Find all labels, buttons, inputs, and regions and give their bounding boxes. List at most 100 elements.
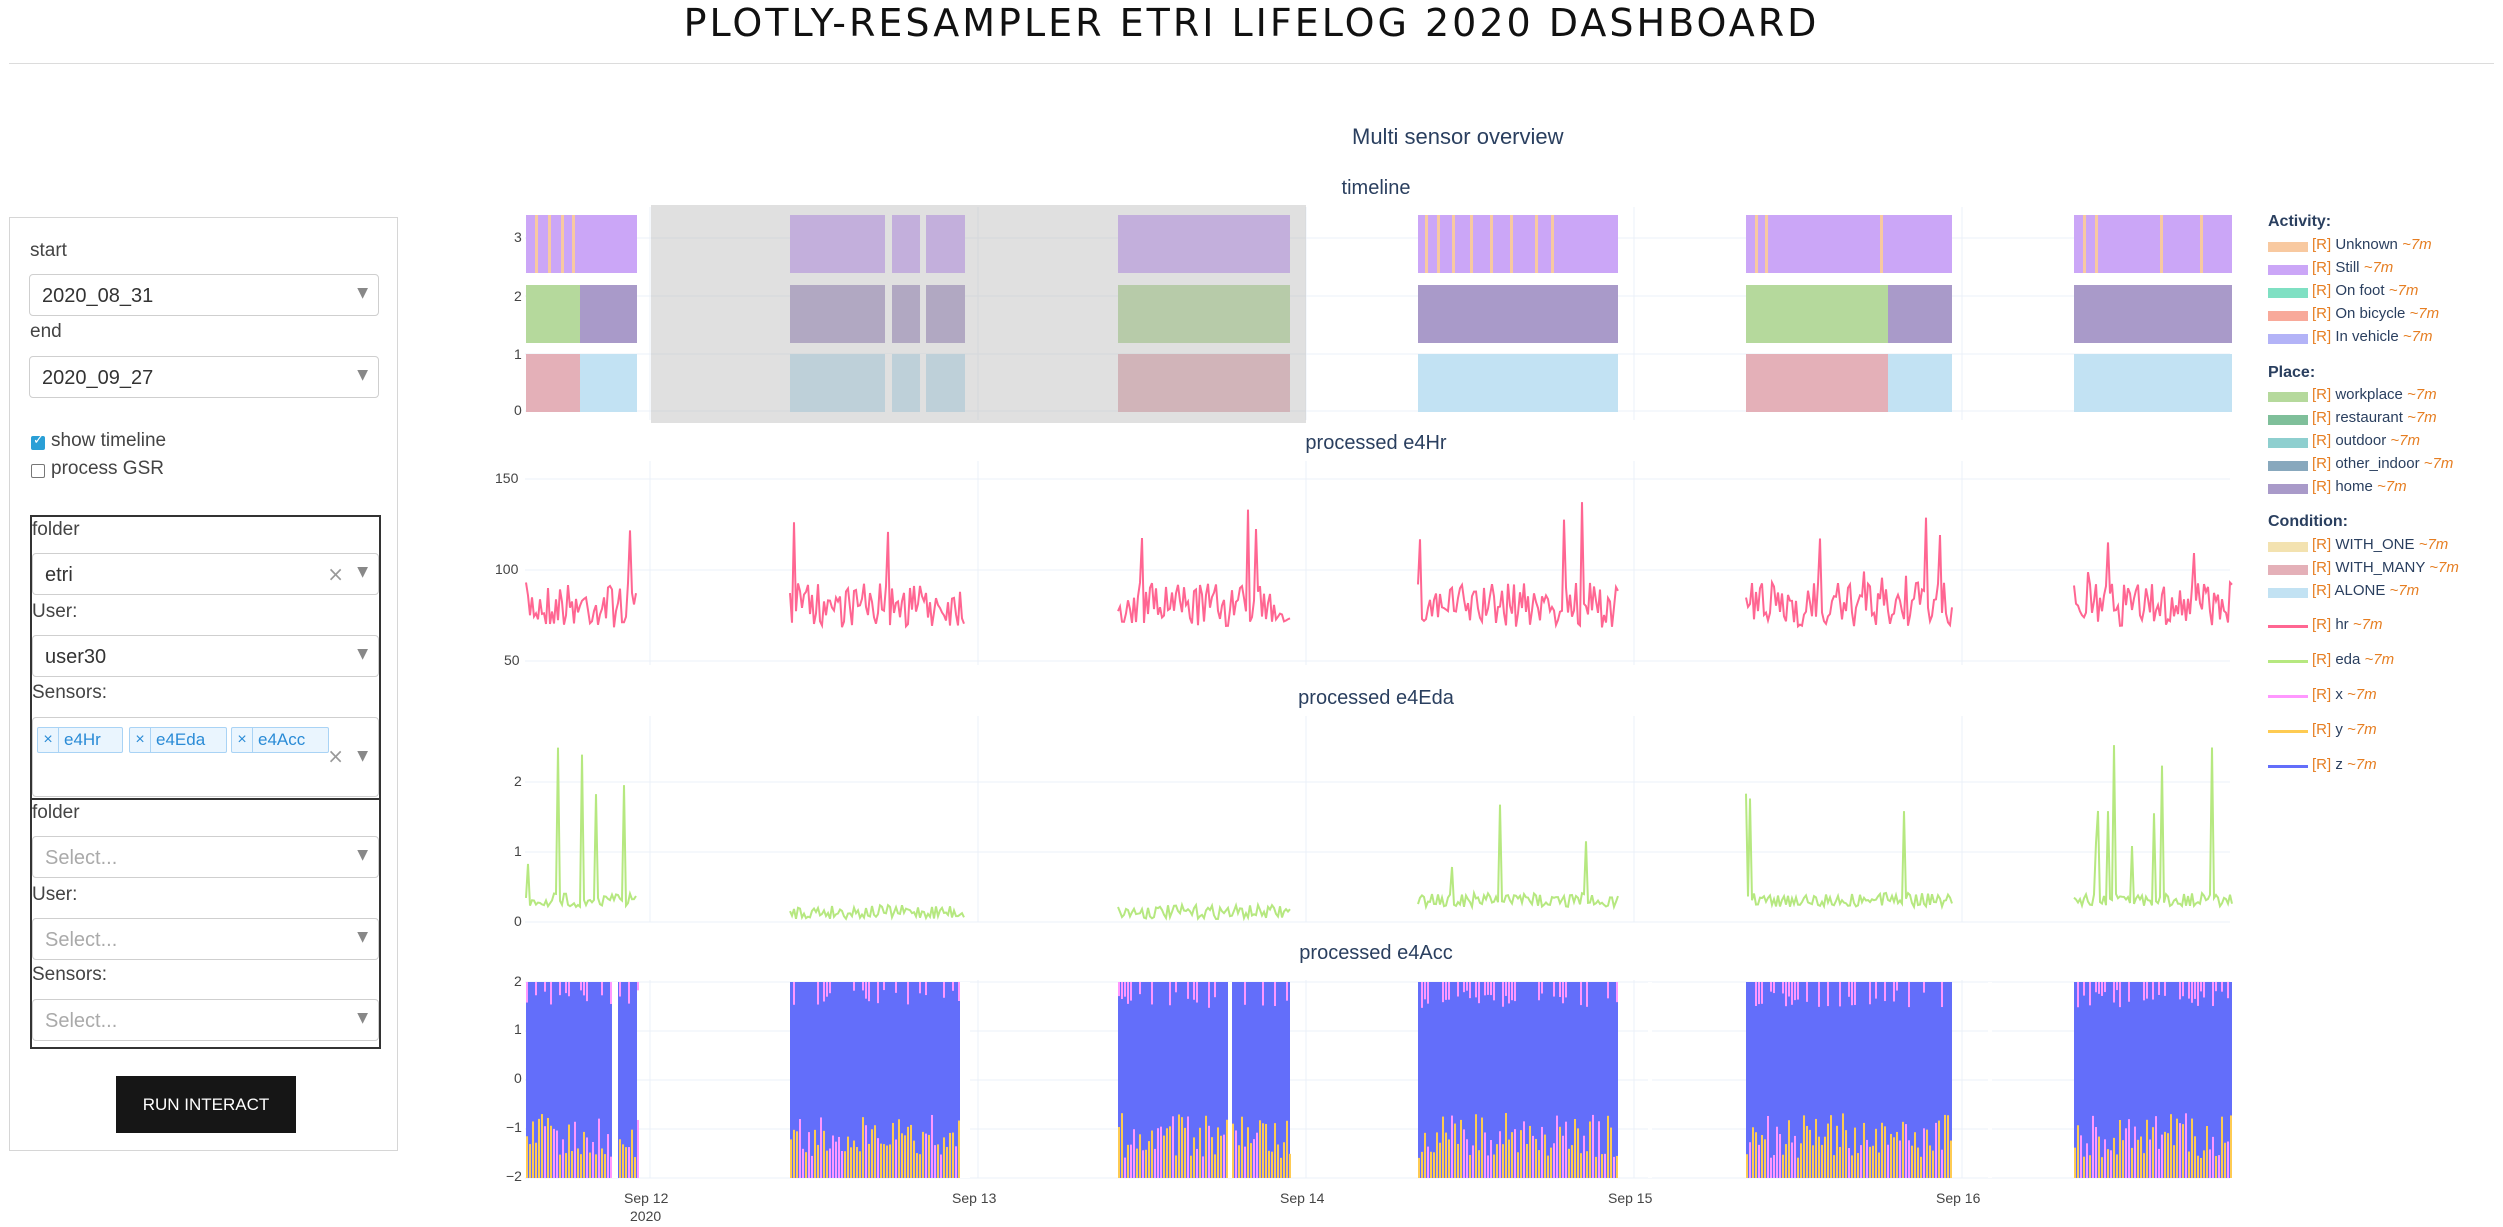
acc-y-trace [1872,1145,1874,1178]
end-date-select[interactable]: 2020_09_27 ▼ [29,356,379,398]
acc-y-trace [1950,1140,1952,1178]
acc-y-trace [2074,1147,2076,1178]
folder-placeholder: Select... [45,847,118,869]
acc-x-trace [1562,982,1564,1004]
acc-y-trace [2215,1155,2217,1178]
acc-x-trace [1782,982,1784,994]
sensor-tag[interactable]: × e4Hr [37,727,123,753]
acc-x-trace [1791,982,1793,1005]
acc-x-trace [1896,982,1898,991]
acc-y-trace [2152,1127,2154,1178]
acc-y-trace [2155,1116,2157,1178]
remove-tag-icon[interactable]: × [38,728,59,752]
acc-y-trace [850,1147,852,1178]
eda-trace [2073,745,2233,910]
folder-select[interactable]: Select... ▼ [32,836,379,878]
start-date-select[interactable]: 2020_08_31 ▼ [29,274,379,316]
acc-y-trace [1139,1134,1141,1178]
acc-y-trace [1217,1127,1219,1178]
acc-y-trace [562,1139,564,1178]
acc-y-trace [2077,1125,2079,1178]
acc-x-trace [2158,982,2160,995]
acc-x-trace [2188,982,2190,999]
chevron-down-icon: ▼ [357,748,368,764]
acc-y-trace [2209,1149,2211,1178]
acc-y-trace [868,1143,870,1178]
acc-x-trace [1475,982,1477,998]
remove-tag-icon[interactable]: × [232,728,253,752]
eda-trace [1117,901,1291,922]
eda-trace [1417,804,1619,911]
legend-swatch [2268,588,2308,598]
acc-y-trace [532,1121,534,1178]
acc-y-trace [901,1133,903,1178]
legend-swatch [2268,415,2308,425]
run-interact-button[interactable]: RUN INTERACT [116,1076,296,1133]
acc-y-trace [1586,1151,1588,1178]
acc-y-trace [1151,1130,1153,1178]
acc-x-trace [1514,982,1516,1002]
acc-gap [612,982,618,1178]
subplot-title-timeline: timeline [1341,177,1411,199]
acc-x-trace [958,982,960,1002]
acc-x-trace [1121,982,1123,1000]
user-select[interactable]: user30 ▼ [32,635,379,677]
acc-y-trace [1499,1131,1501,1178]
acc-y-trace [1454,1123,1456,1178]
sensor-tag[interactable]: × e4Acc [231,727,329,753]
remove-tag-icon[interactable]: × [130,728,151,752]
legend-swatch [2268,625,2308,628]
acc-y-trace [1520,1130,1522,1178]
acc-y-trace [1758,1144,1760,1178]
folder-label: folder [32,519,80,540]
acc-y-trace [1553,1143,1555,1178]
acc-x-trace [568,982,570,997]
user-select[interactable]: Select... ▼ [32,918,379,960]
acc-y-trace [1529,1125,1531,1178]
user-value: user30 [45,646,107,668]
acc-x-trace [1508,982,1510,1004]
acc-y-trace [1424,1132,1426,1178]
hr-trace [525,530,637,628]
acc-x-trace [1839,982,1841,1007]
acc-y-trace [895,1139,897,1178]
sensors-multiselect[interactable]: × e4Hr × e4Eda × e4Acc × ▼ [32,717,379,797]
acc-y-trace [1469,1154,1471,1178]
y-tick: 1 [514,346,522,362]
sensor-tag[interactable]: × e4Eda [129,727,227,753]
acc-y-trace [1863,1122,1865,1178]
clear-icon[interactable]: × [327,744,344,768]
sensors-multiselect[interactable]: Select... ▼ [32,999,379,1041]
acc-y-trace [946,1146,948,1178]
acc-y-trace [1779,1134,1781,1178]
acc-y-trace [1148,1141,1150,1178]
process-gsr-checkbox[interactable] [31,464,45,478]
acc-y-trace [2194,1136,2196,1178]
acc-x-trace [601,982,603,996]
folder-value: etri [45,564,73,586]
acc-y-trace [1142,1150,1144,1178]
acc-y-trace [2218,1155,2220,1178]
acc-y-trace [1845,1130,1847,1178]
show-timeline-checkbox[interactable] [31,433,45,450]
acc-y-trace [1493,1154,1495,1178]
user-label: User: [32,601,78,622]
y-tick: 1 [514,843,522,859]
acc-y-trace [1187,1116,1189,1178]
acc-y-trace [1178,1114,1180,1178]
acc-x-trace [1193,982,1195,1000]
acc-y-trace [796,1131,798,1178]
acc-y-trace [619,1139,621,1178]
acc-y-trace [1815,1118,1817,1178]
timeline-place-block [2216,285,2232,343]
clear-icon[interactable]: × [327,562,344,586]
acc-y-trace [1502,1144,1504,1178]
acc-y-trace [1613,1156,1615,1178]
acc-y-trace [2110,1150,2112,1178]
acc-y-trace [859,1151,861,1178]
acc-y-trace [1283,1142,1285,1178]
folder-select[interactable]: etri × ▼ [32,553,379,595]
acc-y-trace [1220,1135,1222,1178]
acc-y-trace [1223,1134,1225,1178]
